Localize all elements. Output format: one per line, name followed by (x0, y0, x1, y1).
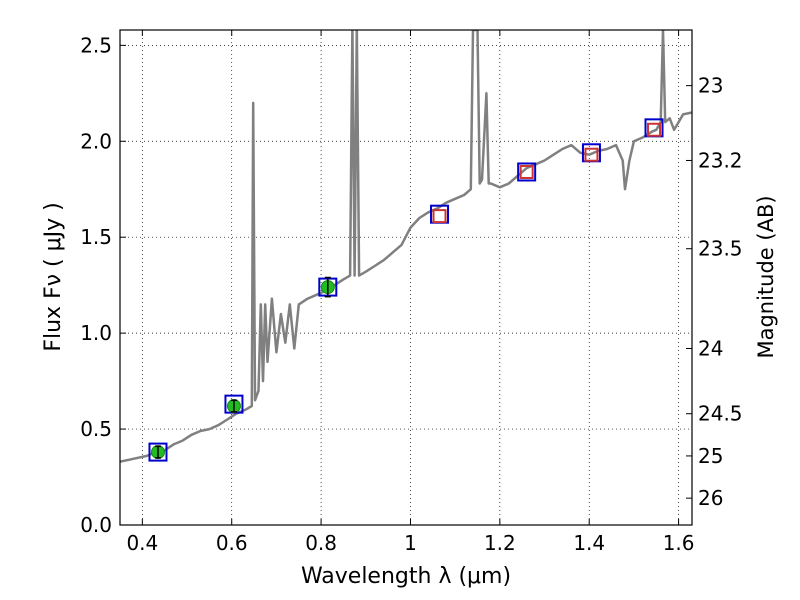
y2-tick-label: 24.5 (698, 402, 743, 426)
model-photometry-marker (148, 442, 168, 462)
upper-limit-marker (519, 164, 534, 179)
y2-tick-label: 25 (698, 444, 723, 468)
y-tick-label: 1.0 (80, 321, 112, 345)
upper-limit-marker (647, 122, 662, 137)
axis-ticks: 0.4 0.6 0.8 1 1.2 1.4 1.6 0.0 0.5 1.0 1.5 2.0 2.5 23 2… (80, 30, 743, 555)
y-tick-label: 2.0 (80, 129, 112, 153)
y2-tick-label: 23.5 (698, 237, 743, 261)
y2-tick-label: 24 (698, 336, 723, 360)
y-tick-label: 0.5 (80, 417, 112, 441)
y-tick-label: 1.5 (80, 225, 112, 249)
x-tick-label: 1.2 (484, 531, 516, 555)
y2-tick-label: 23.2 (698, 148, 743, 172)
y-tick-label: 0.0 (80, 513, 112, 537)
y-tick-label: 2.5 (80, 33, 112, 57)
x-tick-label: 0.6 (216, 531, 248, 555)
x-tick-label: 0.4 (126, 531, 158, 555)
y2-tick-label: 26 (698, 486, 723, 510)
plot-area (120, 30, 692, 463)
upper-limit-marker (584, 147, 599, 162)
axes-frame (119, 29, 693, 526)
upper-limit-marker (432, 209, 447, 224)
y2-tick-label: 23 (698, 74, 723, 98)
y-axis-label: Flux Fν ( μJy ) (41, 202, 66, 351)
x-tick-label: 1.6 (663, 531, 695, 555)
x-tick-label: 0.8 (305, 531, 337, 555)
x-tick-label: 1 (404, 531, 417, 555)
x-axis-label: Wavelength λ (μm) (301, 564, 511, 589)
grid-lines (120, 30, 692, 525)
spectrum-line (120, 30, 692, 463)
model-photometry-marker (517, 162, 537, 182)
y2-axis-label: Magnitude (AB) (754, 195, 778, 358)
x-tick-label: 1.4 (573, 531, 605, 555)
